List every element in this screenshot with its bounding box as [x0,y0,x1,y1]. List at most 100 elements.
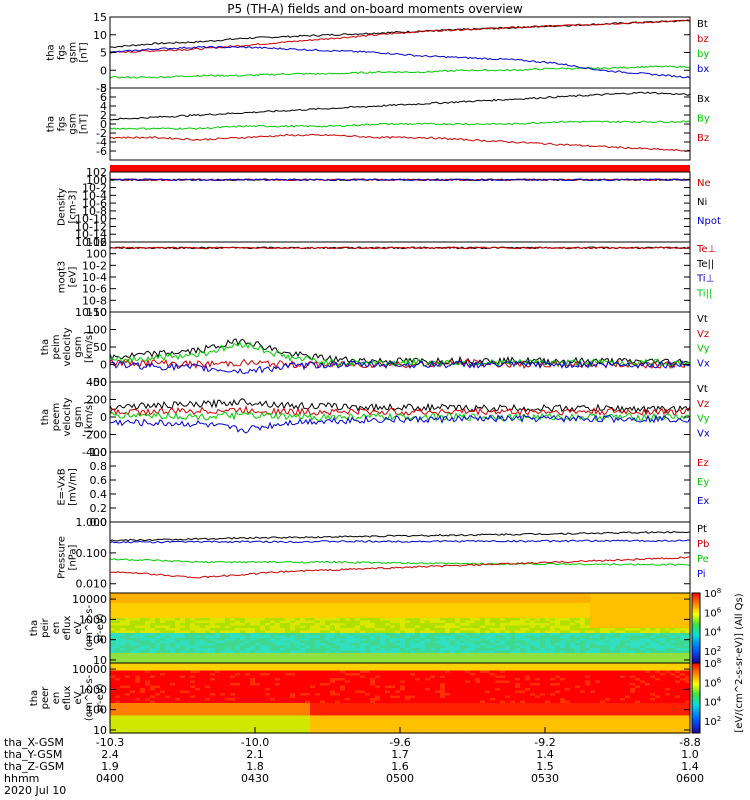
spectrogram-cell [255,635,261,639]
spectrogram-cell [185,710,191,714]
spectrogram-cell [615,610,621,614]
spectrogram-cell [180,713,186,717]
spectrogram-cell [630,620,636,624]
spectrogram-cell [340,623,346,627]
spectrogram-cell [550,623,556,627]
spectrogram-cell [185,690,191,694]
spectrogram-cell [320,655,326,659]
spectrogram-cell [340,610,346,614]
spectrogram-cell [135,655,141,659]
spectrogram-cell [380,658,386,662]
spectrogram-cell [420,605,426,609]
spectrogram-cell [365,593,371,597]
spectrogram-cell [370,655,376,659]
spectrogram-cell [160,675,166,679]
spectrogram-cell [605,615,611,619]
spectrogram-cell [440,635,446,639]
series-line-pressure-pi [109,539,691,544]
spectrogram-cell [150,618,156,622]
spectrogram-cell [485,630,491,634]
spectrogram-cell [320,630,326,634]
spectrogram-cell [235,658,241,662]
spectrogram-cell [255,600,261,604]
spectrogram-cell [615,608,621,612]
spectrogram-cell [635,643,641,647]
spectrogram-cell [570,658,576,662]
spectrogram-cell [580,620,586,624]
spectrogram-cell [130,715,136,719]
spectrogram-cell [310,685,316,689]
spectrogram-cell [380,638,386,642]
spectrogram-cell [150,643,156,647]
spectrogram-cell [600,610,606,614]
spectrogram-cell [650,593,656,597]
spectrogram-cell [200,665,206,669]
spectrogram-cell [555,658,561,662]
spectrogram-cell [255,673,261,677]
spectrogram-cell [210,670,216,674]
spectrogram-cell [595,645,601,649]
spectrogram-cell [490,658,496,662]
spectrogram-cell [575,658,581,662]
spectrogram-cell [680,633,686,637]
spectrogram-cell [335,653,341,657]
spectrogram-cell [345,643,351,647]
spectrogram-cell [185,670,191,674]
spectrogram-cell [230,695,236,699]
spectrogram-cell [335,695,341,699]
spectrogram-cell [360,718,366,722]
spectrogram-cell [190,663,196,667]
spectrogram-cell [535,623,541,627]
spectrogram-cell [395,600,401,604]
spectrogram-cell [260,633,266,637]
spectrogram-cell [480,603,486,607]
spectrogram-cell [285,640,291,644]
spectrogram-cell [185,708,191,712]
spectrogram-cell [370,710,376,714]
spectrogram-cell [440,648,446,652]
spectrogram-cell [645,623,651,627]
spectrogram-cell [180,678,186,682]
spectrogram-cell [430,655,436,659]
spectrogram-cell [425,615,431,619]
y-tick-label: 0.8 [90,460,108,473]
spectrogram-cell [255,608,261,612]
spectrogram-cell [335,723,341,727]
spectrogram-cell [450,633,456,637]
spectrogram-cell [410,628,416,632]
spectrogram-cell [560,640,566,644]
spectrogram-cell [375,653,381,657]
spectrogram-cell [240,695,246,699]
spectrogram-cell [200,633,206,637]
spectrogram-cell [290,720,296,724]
spectrogram-cell [470,635,476,639]
spectrogram-cell [360,603,366,607]
spectrogram-cell [195,618,201,622]
spectrogram-cell [350,728,356,732]
spectrogram-cell [685,620,691,624]
spectrogram-cell [120,600,126,604]
spectrogram-cell [420,658,426,662]
spectrogram-cell [555,613,561,617]
spectrogram-cell [290,663,296,667]
spectrogram-cell [255,603,261,607]
spectrogram-cell [470,648,476,652]
spectrogram-cell [465,620,471,624]
spectrogram-cell [115,715,121,719]
spectrogram-cell [255,645,261,649]
spectrogram-cell [345,593,351,597]
spectrogram-cell [345,680,351,684]
spectrogram-cell [405,655,411,659]
spectrogram-cell [140,648,146,652]
spectrogram-cell [670,650,676,654]
spectrogram-cell [400,658,406,662]
spectrogram-cell [305,643,311,647]
spectrogram-cell [340,700,346,704]
spectrogram-cell [330,660,336,664]
spectrogram-cell [340,643,346,647]
spectrogram-cell [275,720,281,724]
spectrogram-cell [410,608,416,612]
spectrogram-cell [550,625,556,629]
spectrogram-cell [180,595,186,599]
spectrogram-cell [135,675,141,679]
